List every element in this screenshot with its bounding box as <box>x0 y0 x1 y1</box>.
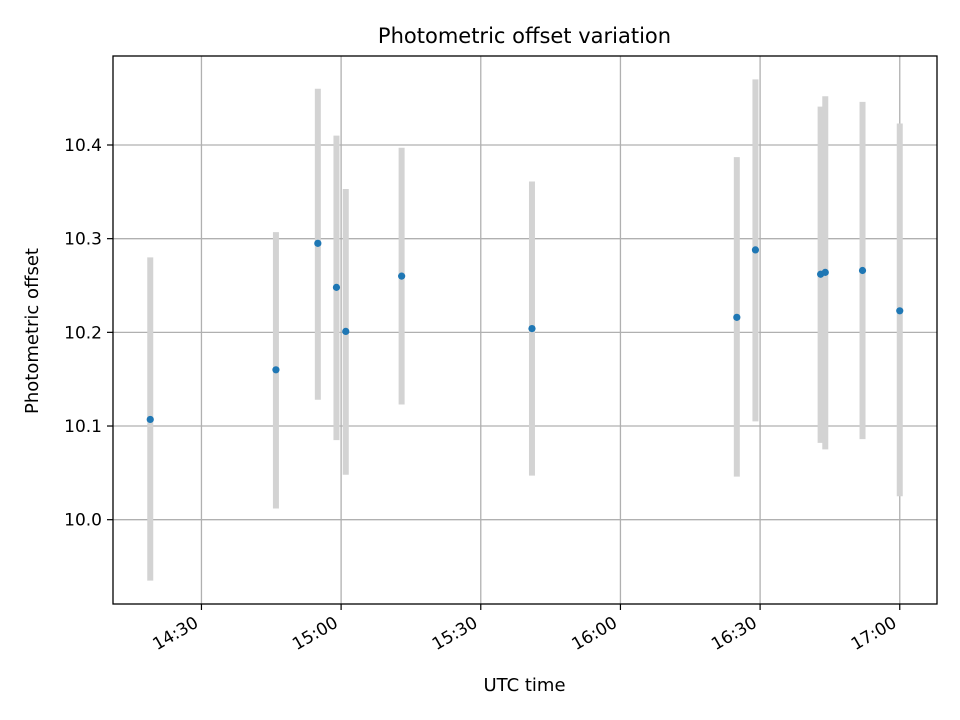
x-tick-label: 15:00 <box>289 613 341 655</box>
data-points <box>146 239 904 424</box>
x-tick-label: 15:30 <box>429 613 481 655</box>
y-tick-label: 10.1 <box>64 417 102 437</box>
y-axis-label: Photometric offset <box>22 248 43 414</box>
x-tick-label: 14:30 <box>150 613 202 655</box>
data-point <box>528 324 536 333</box>
data-point <box>821 268 829 276</box>
x-axis-label: UTC time <box>483 675 565 696</box>
data-point <box>146 415 154 424</box>
data-point <box>858 266 867 275</box>
data-point <box>342 327 350 336</box>
x-tick-label: 16:30 <box>708 613 760 655</box>
x-tick-label: 17:00 <box>848 613 900 655</box>
y-axis-ticks: 10.0 10.1 10.2 10.3 10.4 <box>64 136 113 531</box>
y-tick-label: 10.2 <box>64 323 102 343</box>
y-tick-label: 10.0 <box>64 511 102 531</box>
data-point <box>272 366 280 374</box>
x-axis-ticks: 14:30 15:00 15:30 16:00 16:30 17:00 <box>150 604 901 655</box>
data-point <box>332 283 341 291</box>
x-tick-label: 16:00 <box>568 613 620 655</box>
y-tick-label: 10.4 <box>64 136 102 156</box>
error-bars <box>147 79 903 581</box>
data-point <box>751 246 760 254</box>
data-point <box>398 272 406 280</box>
plot-frame <box>112 55 938 605</box>
data-point <box>733 313 741 321</box>
y-tick-label: 10.3 <box>64 230 102 250</box>
chart-title: Photometric offset variation <box>378 24 671 48</box>
grid-lines <box>113 56 937 604</box>
data-point <box>896 307 904 315</box>
data-point <box>314 239 322 247</box>
